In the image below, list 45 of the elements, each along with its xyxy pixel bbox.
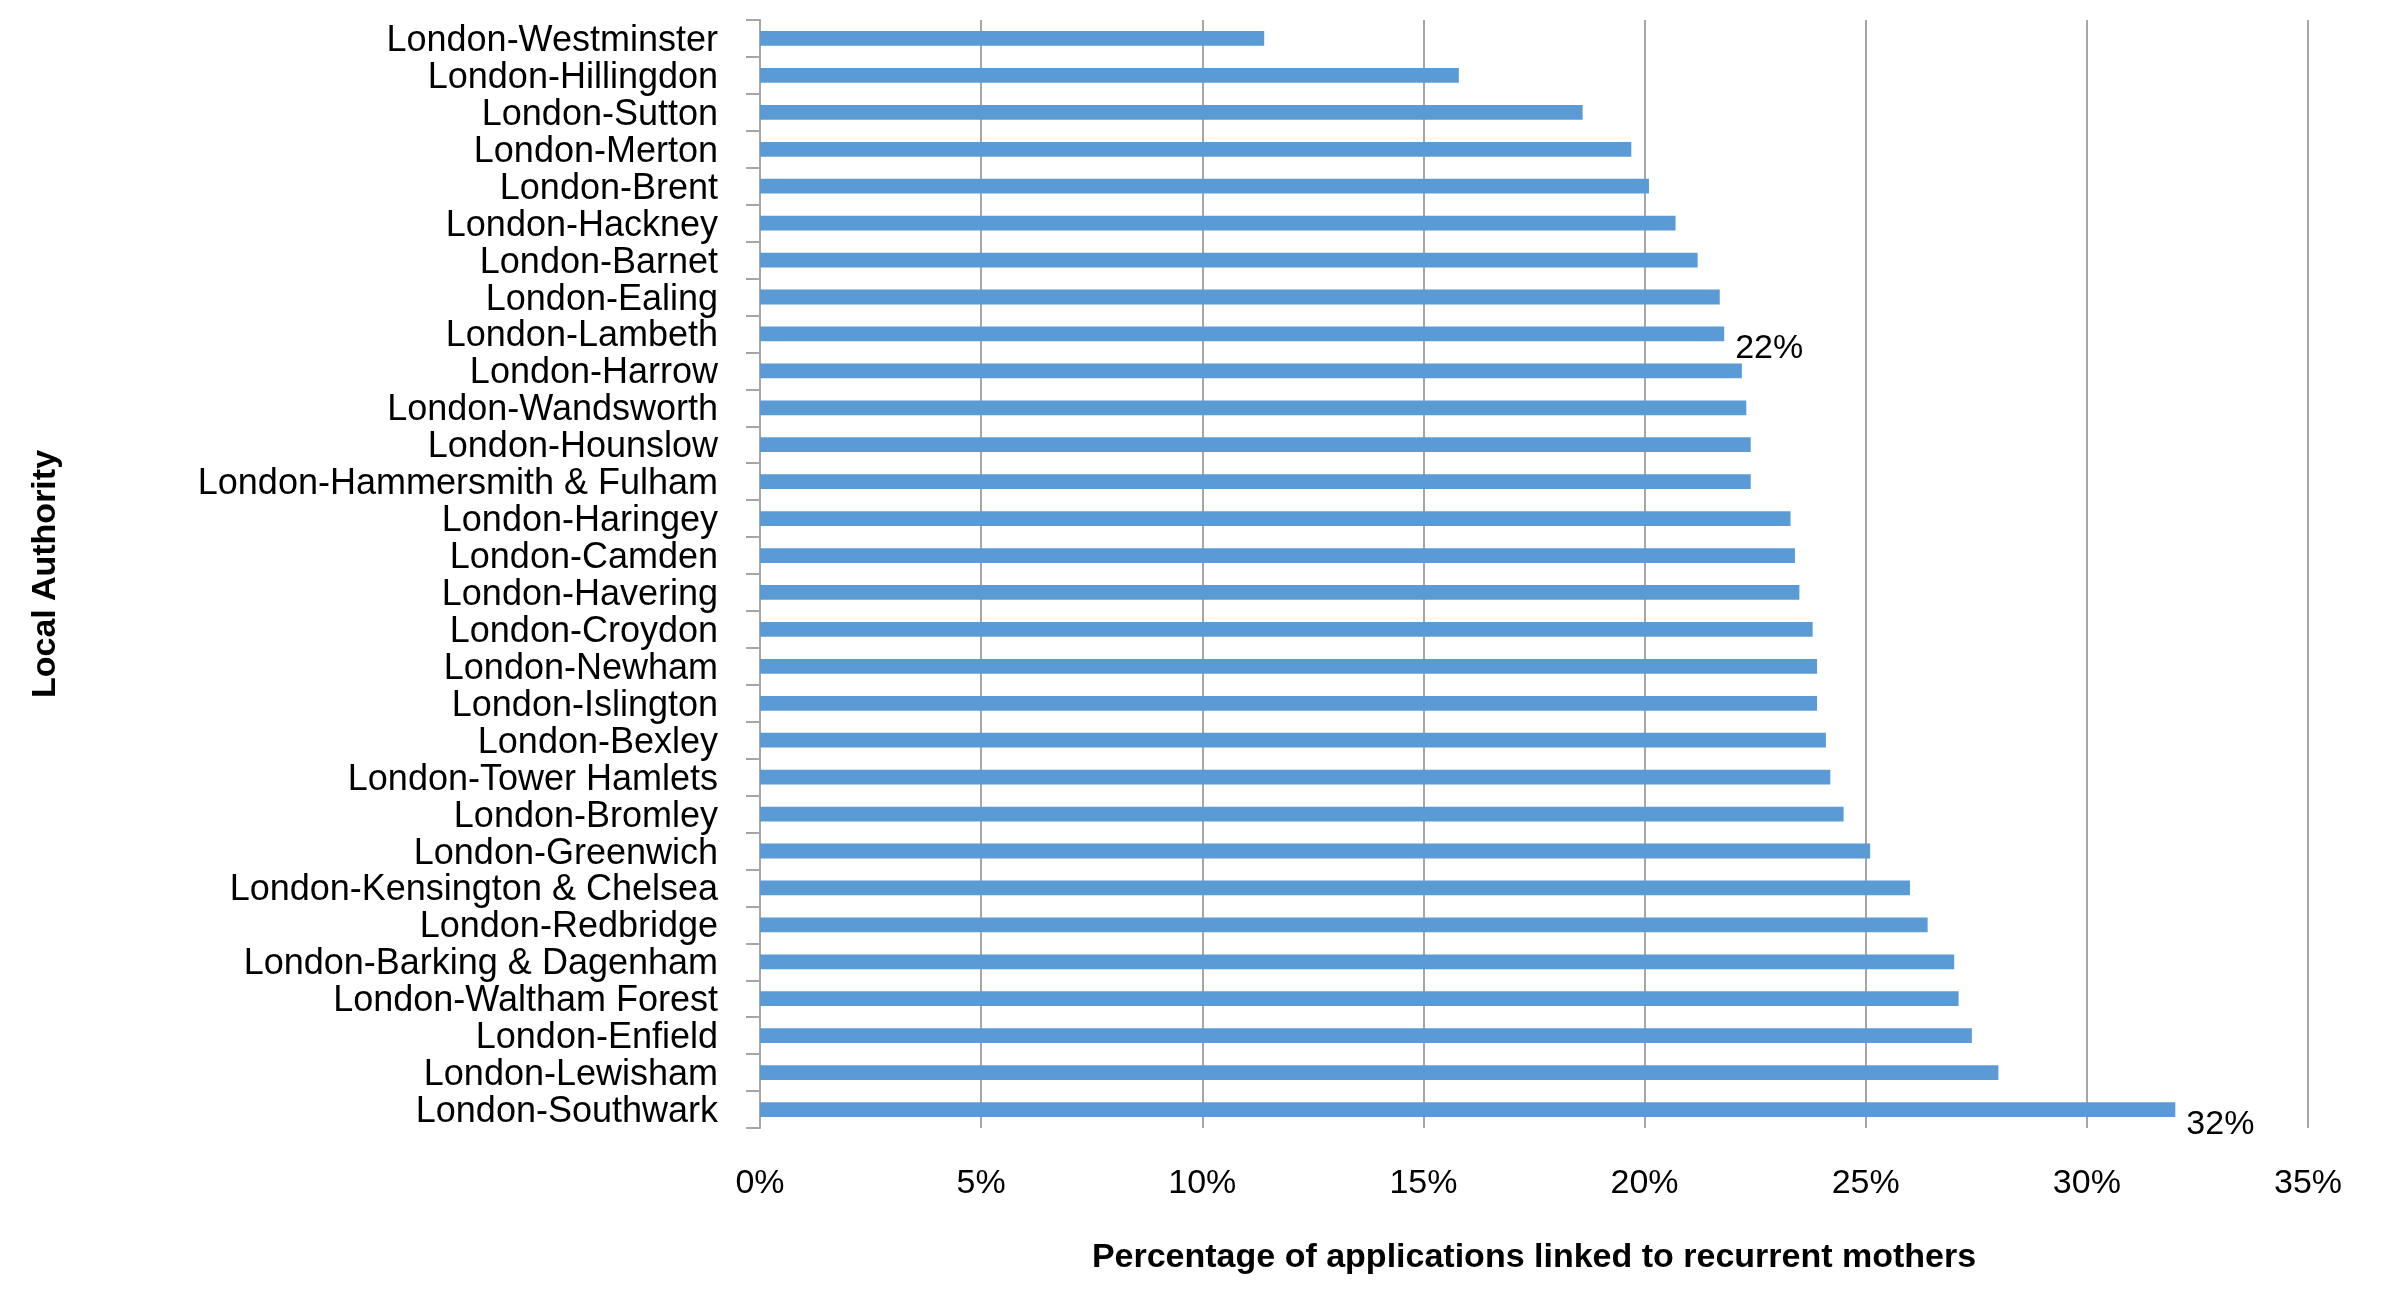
bar <box>760 289 1720 305</box>
bar <box>760 1065 1999 1080</box>
bar <box>760 954 1955 970</box>
x-tick-label: 10% <box>1168 1162 1237 1200</box>
bar <box>760 991 1959 1007</box>
x-tick-label: 35% <box>2273 1162 2343 1200</box>
bar <box>760 437 1751 453</box>
bar <box>760 1102 2176 1117</box>
bar <box>760 178 1649 194</box>
bar <box>760 732 1826 748</box>
x-tick-label: 25% <box>1831 1162 1900 1200</box>
y-tick-label: London-Ealing <box>485 276 718 318</box>
bar <box>760 658 1818 674</box>
x-tick-label: 15% <box>1389 1162 1458 1200</box>
bar <box>760 622 1813 637</box>
x-tick-label: 0% <box>735 1162 785 1200</box>
bar <box>760 31 1265 46</box>
bar <box>760 769 1831 785</box>
y-tick-label: London-Kensington & Chelsea <box>229 867 719 909</box>
bar <box>760 68 1459 83</box>
x-tick-label: 30% <box>2052 1162 2121 1200</box>
bar <box>760 141 1632 157</box>
bar <box>760 695 1818 711</box>
x-axis-title: Percentage of applications linked to recurrent mothers <box>1091 1236 1977 1274</box>
bar <box>760 1028 1972 1044</box>
y-axis-title: Local Authority <box>24 449 62 699</box>
bar <box>760 474 1751 490</box>
bar <box>760 548 1795 563</box>
bar <box>760 917 1928 933</box>
bar <box>760 400 1747 416</box>
x-tick-label: 5% <box>956 1162 1006 1200</box>
bar <box>760 806 1844 822</box>
bar <box>760 511 1791 526</box>
data-label: 22% <box>1735 326 1804 365</box>
bar <box>760 585 1800 600</box>
bar <box>760 326 1725 342</box>
bar <box>760 843 1871 859</box>
bar <box>760 104 1583 120</box>
bar <box>760 252 1698 268</box>
bar <box>760 880 1910 896</box>
data-label: 32% <box>2186 1102 2255 1141</box>
bar <box>760 215 1676 231</box>
y-tick-label: London-Westminster <box>386 17 718 59</box>
bar <box>760 363 1742 379</box>
x-tick-label: 20% <box>1610 1162 1679 1200</box>
